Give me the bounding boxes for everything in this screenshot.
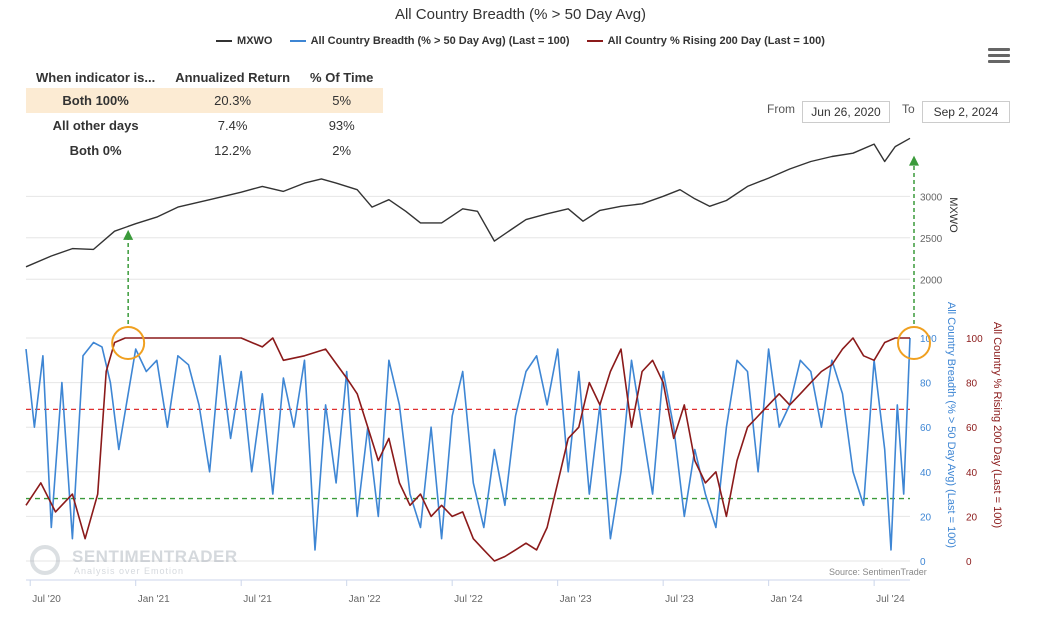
left-tick-label: 80 bbox=[920, 379, 932, 390]
x-tick-label: Jan '24 bbox=[771, 594, 803, 605]
range-to-label: To bbox=[902, 102, 915, 116]
stats-row: Both 0% 12.2% 2% bbox=[26, 138, 383, 163]
range-from-label: From bbox=[767, 102, 795, 116]
signal-arrow-head bbox=[909, 155, 919, 166]
stats-header-row: When indicator is... Annualized Return %… bbox=[26, 66, 383, 88]
highlight-circle bbox=[111, 326, 146, 360]
sentimentrader-logo-icon bbox=[30, 545, 60, 575]
stats-table: When indicator is... Annualized Return %… bbox=[26, 66, 384, 163]
legend-item-rising[interactable]: All Country % Rising 200 Day (Last = 100… bbox=[586, 35, 825, 47]
right-tick-label: 0 bbox=[966, 557, 972, 568]
lower-left-axis-title: All Country Breadth (% > 50 Day Avg) (La… bbox=[945, 302, 957, 548]
x-tick-label: Jan '23 bbox=[560, 594, 592, 605]
stats-row-time: 2% bbox=[332, 143, 352, 158]
series-line bbox=[25, 337, 910, 562]
x-tick-label: Jul '20 bbox=[32, 594, 61, 605]
stats-header: Annualized Return bbox=[175, 69, 291, 85]
chart-title: All Country Breadth (% > 50 Day Avg) bbox=[394, 6, 647, 23]
right-tick-label: 20 bbox=[966, 512, 978, 523]
stats-row-label: All other days bbox=[52, 118, 139, 133]
stats-header: When indicator is... bbox=[36, 69, 156, 85]
range-to-input[interactable]: Sep 2, 2024 bbox=[922, 101, 1010, 123]
legend-swatch-breadth bbox=[289, 40, 306, 42]
stats-row-label: Both 100% bbox=[26, 88, 166, 113]
left-tick-label: 40 bbox=[920, 468, 932, 479]
watermark-logo: SENTIMENTRADER Analysis over Emotion bbox=[30, 545, 237, 576]
x-tick-label: Jul '21 bbox=[243, 594, 272, 605]
stats-row-return: 7.4% bbox=[217, 118, 248, 133]
legend-item-breadth[interactable]: All Country Breadth (% > 50 Day Avg) (La… bbox=[289, 35, 570, 47]
right-tick-label: 60 bbox=[966, 423, 978, 434]
watermark-name: SENTIMENTRADER bbox=[72, 547, 238, 566]
left-tick-label: 60 bbox=[920, 423, 932, 434]
upper-axis-title: MXWO bbox=[947, 197, 959, 233]
upper-tick-label: 2500 bbox=[920, 234, 943, 245]
x-tick-label: Jan '21 bbox=[138, 594, 170, 605]
legend: MXWO All Country Breadth (% > 50 Day Avg… bbox=[0, 33, 1041, 47]
x-tick-label: Jul '22 bbox=[454, 594, 483, 605]
stats-row: Both 100% 20.3% 5% bbox=[26, 88, 384, 113]
menu-icon[interactable] bbox=[988, 48, 1010, 66]
highlight-circle bbox=[897, 326, 931, 360]
stats-row-time: 93% bbox=[328, 118, 355, 133]
stats-row-return: 20.3% bbox=[165, 88, 301, 113]
x-tick-label: Jul '24 bbox=[876, 594, 905, 605]
stats-header: % Of Time bbox=[310, 69, 374, 85]
left-tick-label: 0 bbox=[920, 557, 926, 568]
right-tick-label: 80 bbox=[966, 379, 978, 390]
x-tick-label: Jan '22 bbox=[349, 594, 381, 605]
source-credit: Source: SentimenTrader bbox=[829, 567, 927, 577]
series-line bbox=[25, 337, 911, 551]
watermark-tagline: Analysis over Emotion bbox=[74, 566, 185, 576]
series-line bbox=[25, 137, 911, 268]
legend-swatch-mxwo bbox=[216, 40, 233, 42]
legend-label: MXWO bbox=[237, 35, 273, 47]
signal-arrow-head bbox=[123, 229, 134, 240]
upper-tick-label: 2000 bbox=[920, 275, 943, 286]
legend-label: All Country % Rising 200 Day (Last = 100… bbox=[607, 35, 825, 47]
right-tick-label: 100 bbox=[966, 334, 983, 345]
right-tick-label: 40 bbox=[966, 468, 978, 479]
left-tick-label: 100 bbox=[920, 334, 937, 345]
legend-swatch-rising bbox=[586, 40, 603, 42]
stats-row-time: 5% bbox=[300, 88, 384, 113]
left-tick-label: 20 bbox=[920, 512, 932, 523]
stats-row: All other days 7.4% 93% bbox=[26, 113, 383, 138]
stats-row-label: Both 0% bbox=[69, 143, 122, 158]
lower-right-axis-title: All Country % Rising 200 Day (Last = 100… bbox=[991, 322, 1003, 528]
upper-tick-label: 3000 bbox=[920, 192, 943, 203]
legend-label: All Country Breadth (% > 50 Day Avg) (La… bbox=[310, 35, 570, 47]
legend-item-mxwo[interactable]: MXWO bbox=[216, 35, 273, 47]
range-from-input[interactable]: Jun 26, 2020 bbox=[802, 101, 890, 123]
x-tick-label: Jul '23 bbox=[665, 594, 694, 605]
stats-row-return: 12.2% bbox=[214, 143, 252, 158]
